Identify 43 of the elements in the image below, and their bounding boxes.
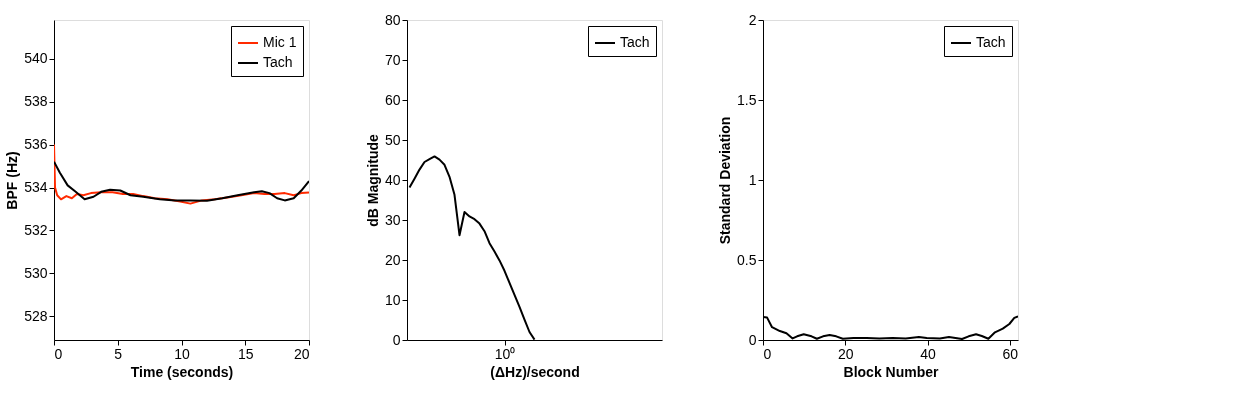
x-tick-label: 15 bbox=[237, 345, 254, 362]
y-tick-label: 30 bbox=[384, 211, 401, 228]
y-tick-label: 60 bbox=[384, 91, 401, 108]
y-tick-label: 528 bbox=[24, 307, 48, 324]
x-axis-title: Time (seconds) bbox=[130, 363, 234, 380]
y-axis-title: dB Magnitude bbox=[364, 134, 381, 227]
legend-label: Tach bbox=[263, 54, 293, 70]
y-tick-label: 534 bbox=[24, 179, 48, 196]
x-tick-label: 5 bbox=[114, 345, 123, 362]
legend-label: Mic 1 bbox=[263, 34, 297, 50]
y-tick-label: 532 bbox=[24, 221, 48, 238]
x-axis-title: Block Number bbox=[843, 363, 939, 380]
line-series bbox=[54, 160, 309, 202]
x-tick-label: 40 bbox=[920, 345, 937, 362]
y-tick-label: 2 bbox=[748, 11, 757, 28]
y-tick-label: 0 bbox=[392, 331, 401, 348]
x-tick-label: 60 bbox=[1002, 345, 1019, 362]
y-tick-label: 1.5 bbox=[737, 91, 757, 108]
y-tick-label: 20 bbox=[384, 251, 401, 268]
y-tick-label: 10 bbox=[384, 291, 401, 308]
x-tick-label: 0 bbox=[54, 345, 63, 362]
y-tick-label: 80 bbox=[384, 11, 401, 28]
x-tick-label: 0 bbox=[763, 345, 772, 362]
x-tick-label: 20 bbox=[837, 345, 854, 362]
line-series bbox=[54, 143, 309, 205]
y-tick-label: 50 bbox=[384, 131, 401, 148]
legend-label: Tach bbox=[620, 34, 650, 50]
x-axis-title: (ΔHz)/second bbox=[490, 363, 580, 380]
y-tick-label: 70 bbox=[384, 51, 401, 68]
y-tick-label: 538 bbox=[24, 93, 48, 110]
y-tick-label: 0.5 bbox=[737, 251, 757, 268]
y-tick-label: 0 bbox=[748, 331, 757, 348]
y-tick-label: 536 bbox=[24, 136, 48, 153]
y-axis-title: Standard Deviation bbox=[717, 116, 734, 245]
legend-label: Tach bbox=[976, 34, 1006, 50]
y-tick-label: 40 bbox=[384, 171, 401, 188]
x-tick-label: 20 bbox=[293, 345, 310, 362]
y-axis-title: BPF (Hz) bbox=[4, 151, 21, 210]
x-tick-label: 10⁰ bbox=[494, 345, 516, 362]
x-tick-label: 10 bbox=[174, 345, 190, 362]
y-tick-label: 530 bbox=[24, 264, 48, 281]
y-tick-label: 540 bbox=[24, 50, 48, 67]
y-tick-label: 1 bbox=[748, 171, 757, 188]
